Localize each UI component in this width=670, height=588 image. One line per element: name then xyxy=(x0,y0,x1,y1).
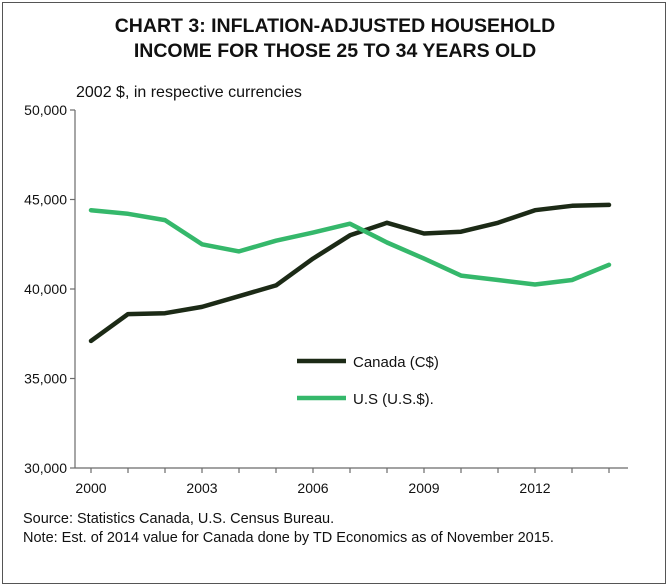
y-tick-label: 45,000 xyxy=(24,192,67,208)
estimate-note: Note: Est. of 2014 value for Canada done… xyxy=(23,530,554,546)
chart-title: CHART 3: INFLATION-ADJUSTED HOUSEHOLD IN… xyxy=(0,14,670,64)
chart-subtitle: 2002 $, in respective currencies xyxy=(76,84,302,101)
x-tick-label: 2009 xyxy=(408,480,439,496)
y-tick-label: 50,000 xyxy=(24,102,67,118)
y-tick-label: 40,000 xyxy=(24,281,67,297)
chart-title-line-1: CHART 3: INFLATION-ADJUSTED HOUSEHOLD xyxy=(114,15,556,37)
x-tick-label: 2012 xyxy=(519,480,550,496)
x-tick-label: 2000 xyxy=(75,480,106,496)
legend-label-canada: Canada (C$) xyxy=(353,354,439,371)
y-tick-label: 35,000 xyxy=(24,371,67,387)
legend-label-us: U.S (U.S.$). xyxy=(353,391,434,408)
y-tick-label: 30,000 xyxy=(24,460,67,476)
chart-title-line-2: INCOME FOR THOSE 25 TO 34 YEARS OLD xyxy=(133,40,537,62)
x-tick-label: 2006 xyxy=(297,480,328,496)
series-line-us xyxy=(88,207,612,287)
series-line-canada xyxy=(88,202,612,344)
x-tick-label: 2003 xyxy=(186,480,217,496)
source-note: Source: Statistics Canada, U.S. Census B… xyxy=(23,511,335,527)
